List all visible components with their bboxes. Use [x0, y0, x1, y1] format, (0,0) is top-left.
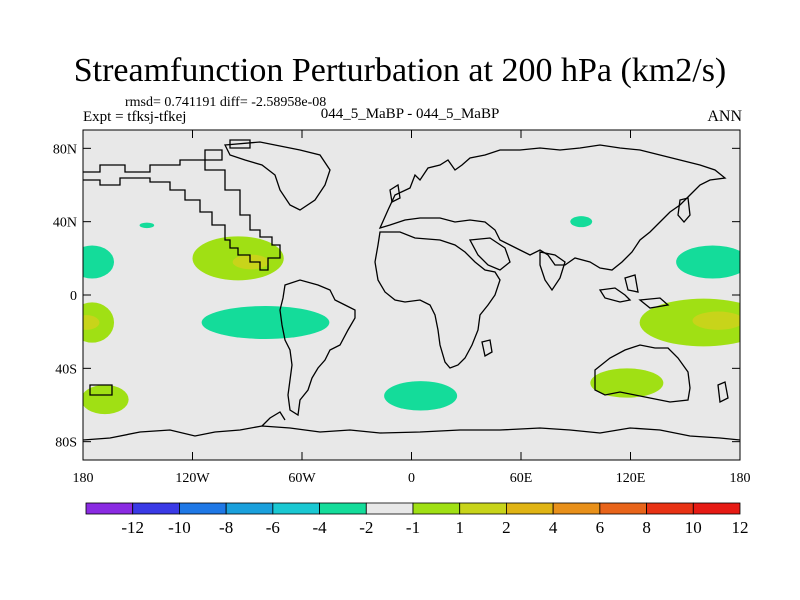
x-tick-label: 180: [730, 471, 751, 486]
y-axis: 80N 40N 0 40S 80S: [53, 142, 740, 451]
x-tick-label: 120W: [175, 471, 210, 486]
contour-region-10: [676, 245, 740, 279]
plot-background: [83, 130, 740, 460]
contour-region-12: [692, 311, 740, 330]
colorbar-swatch: [365, 502, 414, 515]
x-tick-label: 60W: [288, 471, 316, 486]
stats-text: rmsd= 0.741191 diff= -2.58958e-08: [125, 95, 327, 110]
coastline-eurasia: [378, 144, 727, 271]
colorbar: -12 -10 -8 -6 -4 -2 -1 1 2 4 6 8 10 12: [85, 502, 749, 537]
y-tick-label: 40S: [55, 362, 77, 377]
colorbar-swatch: [552, 502, 601, 515]
contour-region-3: [83, 245, 115, 279]
colorbar-label: -4: [312, 518, 327, 537]
coastline-japan: [677, 197, 691, 223]
colorbar-label: -1: [406, 518, 420, 537]
colorbar-label: -6: [266, 518, 280, 537]
coastline-south-america: [279, 279, 356, 417]
coastline-africa: [374, 231, 501, 369]
colorbar-swatch: [85, 502, 134, 515]
contour-region-6: [83, 315, 100, 330]
contour-region-13: [590, 368, 664, 398]
colorbar-label: -2: [359, 518, 373, 537]
colorbar-swatch: [319, 502, 367, 515]
coastline-india: [539, 251, 566, 292]
season-label: ANN: [707, 108, 742, 125]
colorbar-swatch: [692, 502, 741, 515]
coastline-arctic-islands: [204, 139, 251, 161]
y-tick-label: 80S: [55, 436, 77, 451]
x-axis: 180 120W 60W 0 60E 120E 180: [73, 130, 751, 486]
colorbar-label: 12: [732, 518, 749, 537]
contour-region-8: [384, 381, 458, 411]
case-label: 044_5_MaBP - 044_5_MaBP: [320, 106, 500, 122]
y-tick-label: 0: [70, 289, 77, 304]
x-tick-label: 120E: [616, 471, 646, 486]
colorbar-swatch: [646, 502, 694, 515]
coastline-north-america: [83, 159, 281, 271]
coastline-new-zealand: [717, 381, 729, 403]
coastline-antarctica: [83, 425, 740, 441]
contour-region-7: [83, 384, 129, 415]
coastline-uk: [389, 183, 401, 203]
colorbar-label: -12: [121, 518, 144, 537]
x-tick-label: 60E: [510, 471, 533, 486]
coastline-greenland: [223, 141, 331, 211]
coastline-australia: [594, 344, 691, 403]
colorbar-label: 1: [455, 518, 464, 537]
coastline-south-pacific-island: [89, 384, 113, 396]
plot-area: [82, 129, 741, 461]
y-tick-label: 80N: [53, 142, 77, 157]
coastline-madagascar: [481, 339, 493, 358]
x-tick-label: 180: [73, 471, 94, 486]
coastline-antarctic-peninsula: [261, 411, 286, 427]
coastline-arabia: [468, 237, 511, 271]
coastline-indonesia: [598, 274, 670, 309]
y-tick-label: 40N: [53, 216, 77, 231]
colorbar-swatch: [459, 502, 507, 515]
chart-title: Streamfunction Perturbation at 200 hPa (…: [73, 52, 727, 89]
contour-region-11: [639, 298, 740, 347]
contour-region-9: [570, 216, 593, 228]
colorbar-swatch: [412, 502, 461, 515]
colorbar-label: 6: [596, 518, 605, 537]
colorbar-swatch: [506, 502, 554, 515]
contour-regions: [83, 216, 740, 415]
contour-region-2: [201, 306, 330, 339]
colorbar-label: 10: [685, 518, 702, 537]
coastlines: [83, 139, 740, 441]
colorbar-swatch: [599, 502, 647, 515]
contour-region-4: [139, 222, 155, 229]
colorbar-swatch: [132, 502, 180, 515]
experiment-label: Expt = tfksj-tfkej: [83, 109, 187, 125]
colorbar-label: -8: [219, 518, 233, 537]
colorbar-swatch: [225, 502, 274, 515]
x-tick-label: 0: [408, 471, 415, 486]
colorbar-swatch: [179, 502, 227, 515]
colorbar-label: 4: [549, 518, 558, 537]
colorbar-label: -10: [168, 518, 191, 537]
colorbar-label: 2: [502, 518, 511, 537]
colorbar-swatch: [272, 502, 320, 515]
colorbar-label: 8: [642, 518, 651, 537]
